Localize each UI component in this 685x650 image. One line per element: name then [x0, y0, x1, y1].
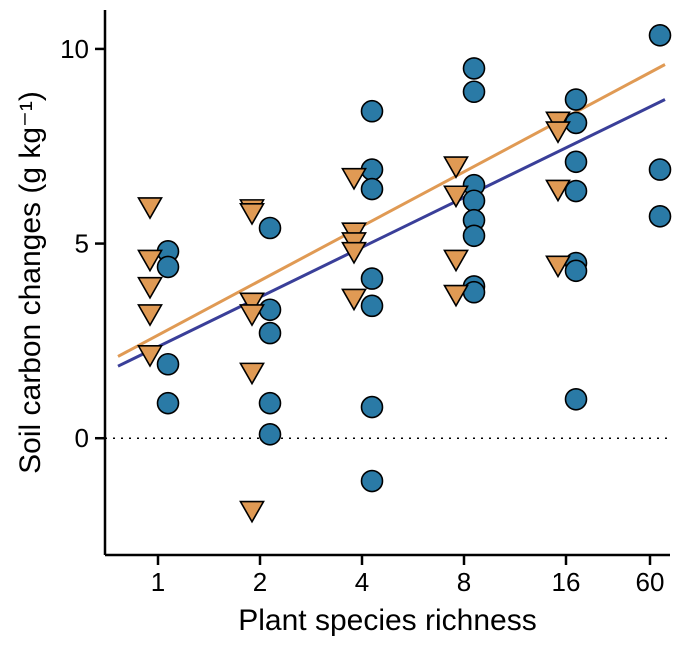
y-tick-label: 0 — [75, 423, 89, 453]
data-point-circle — [260, 424, 281, 445]
data-point-circle — [158, 256, 179, 277]
data-point-circle — [566, 89, 587, 110]
y-tick-label: 5 — [75, 229, 89, 259]
x-tick-label: 1 — [151, 567, 165, 597]
data-point-circle — [650, 206, 671, 227]
data-point-circle — [566, 181, 587, 202]
data-point-circle — [260, 218, 281, 239]
x-tick-label: 4 — [355, 567, 369, 597]
data-point-circle — [362, 268, 383, 289]
data-point-circle — [566, 389, 587, 410]
data-point-circle — [464, 58, 485, 79]
x-tick-label: 8 — [457, 567, 471, 597]
data-point-circle — [566, 151, 587, 172]
chart-svg: 1 2 4 8 16 60 0 5 10 Plant species richness Soi… — [0, 0, 685, 650]
x-tick-label: 2 — [253, 567, 267, 597]
data-point-circle — [362, 397, 383, 418]
data-point-circle — [464, 81, 485, 102]
data-point-circle — [260, 393, 281, 414]
data-point-circle — [362, 295, 383, 316]
data-point-circle — [650, 25, 671, 46]
x-tick-label: 16 — [552, 567, 581, 597]
data-point-circle — [260, 299, 281, 320]
x-tick-label: 60 — [636, 567, 665, 597]
data-point-circle — [362, 471, 383, 492]
soil-carbon-scatter-chart: 1 2 4 8 16 60 0 5 10 Plant species richness Soi… — [0, 0, 685, 650]
data-point-circle — [260, 323, 281, 344]
x-axis-label: Plant species richness — [238, 604, 536, 637]
y-axis-label: Soil carbon changes (g kg⁻¹) — [14, 91, 47, 474]
y-tick-label: 10 — [60, 34, 89, 64]
data-point-circle — [158, 354, 179, 375]
data-point-circle — [566, 260, 587, 281]
data-point-circle — [464, 190, 485, 211]
data-point-circle — [650, 159, 671, 180]
data-point-circle — [464, 225, 485, 246]
data-point-circle — [158, 393, 179, 414]
data-point-circle — [362, 101, 383, 122]
data-point-circle — [362, 179, 383, 200]
